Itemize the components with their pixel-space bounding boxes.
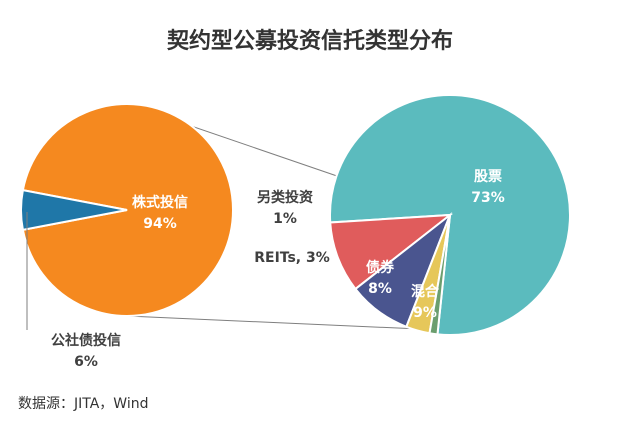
main-pie-slice-1 [20, 188, 128, 232]
main-pie-slice-0 [21, 103, 234, 317]
detail-pie [329, 94, 571, 336]
label-bond-value: 8% [368, 281, 392, 297]
label-alternative-name: 另类投资 [257, 189, 313, 206]
label-bond-name: 债券 [366, 259, 395, 276]
label-mixed-name: 混合 [411, 283, 440, 300]
label-mixed-value: 9% [413, 305, 437, 321]
chart-title: 契约型公募投资信托类型分布 [166, 28, 453, 54]
label-alternative-value: 1% [273, 211, 297, 227]
label-equity-name: 股票 [474, 169, 502, 185]
label-bond-trust-value: 6% [74, 354, 98, 370]
connector-line-bottom [126, 315, 443, 331]
label-equity-value: 73% [471, 190, 505, 206]
source-note: 数据源：JITA，Wind [18, 396, 148, 412]
main-pie [20, 103, 234, 317]
label-reits: REITs, 3% [254, 250, 330, 266]
label-stock-trust-value: 94% [143, 216, 177, 232]
label-stock-trust-name: 株式投信 [132, 194, 188, 211]
detail-pie-slice-4 [428, 214, 451, 336]
label-bond-trust-name: 公社债投信 [51, 332, 121, 349]
